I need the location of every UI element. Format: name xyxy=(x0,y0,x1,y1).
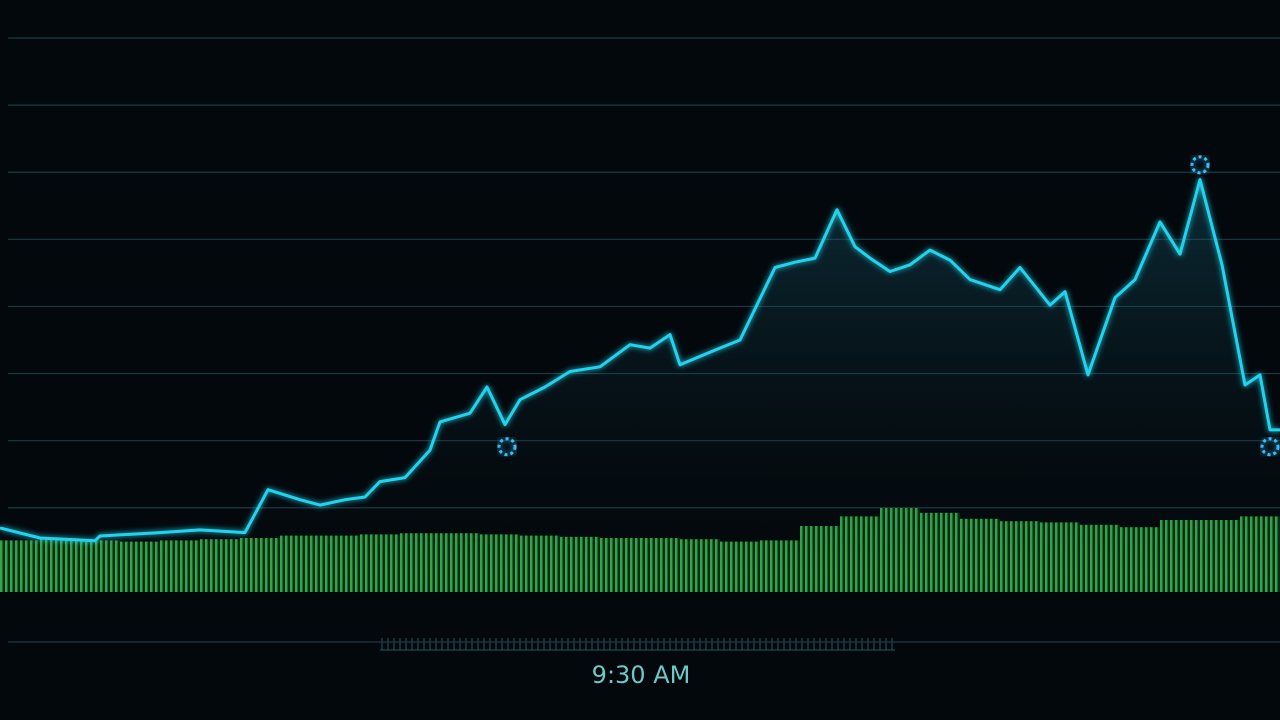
marker xyxy=(1190,155,1210,175)
line xyxy=(0,178,1280,543)
marker xyxy=(1260,437,1280,457)
line-area xyxy=(0,179,1280,575)
x-axis-label: 9:30 AM xyxy=(592,661,691,689)
marker xyxy=(497,437,517,457)
time-strip xyxy=(380,638,895,651)
